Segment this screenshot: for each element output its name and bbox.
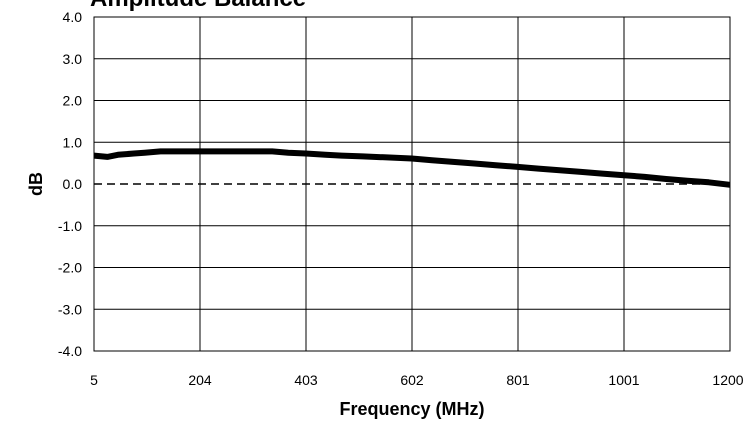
x-tick-label: 602	[400, 372, 424, 388]
chart-title: Amplitude Balance	[90, 0, 306, 12]
x-axis-tick-labels: 5 204 403 602 801 1001 1200	[90, 372, 744, 388]
y-axis-title: dB	[26, 172, 46, 196]
y-tick-label: 3.0	[63, 51, 83, 67]
y-axis-tick-labels: 4.0 3.0 2.0 1.0 0.0 -1.0 -2.0 -3.0 -4.0	[58, 9, 82, 359]
x-tick-label: 403	[294, 372, 318, 388]
y-tick-label: -3.0	[58, 301, 82, 317]
x-tick-label: 801	[506, 372, 530, 388]
y-tick-label: -4.0	[58, 343, 82, 359]
x-tick-label: 5	[90, 372, 98, 388]
y-tick-label: -1.0	[58, 218, 82, 234]
y-tick-label: 2.0	[63, 93, 83, 109]
y-tick-label: 1.0	[63, 134, 83, 150]
x-axis-title: Frequency (MHz)	[339, 399, 484, 419]
x-tick-label: 204	[188, 372, 212, 388]
y-tick-label: 4.0	[63, 9, 83, 25]
y-tick-label: 0.0	[63, 176, 83, 192]
series-line	[93, 148, 731, 188]
y-tick-label: -2.0	[58, 260, 82, 276]
x-tick-label: 1200	[712, 372, 743, 388]
x-tick-label: 1001	[608, 372, 639, 388]
